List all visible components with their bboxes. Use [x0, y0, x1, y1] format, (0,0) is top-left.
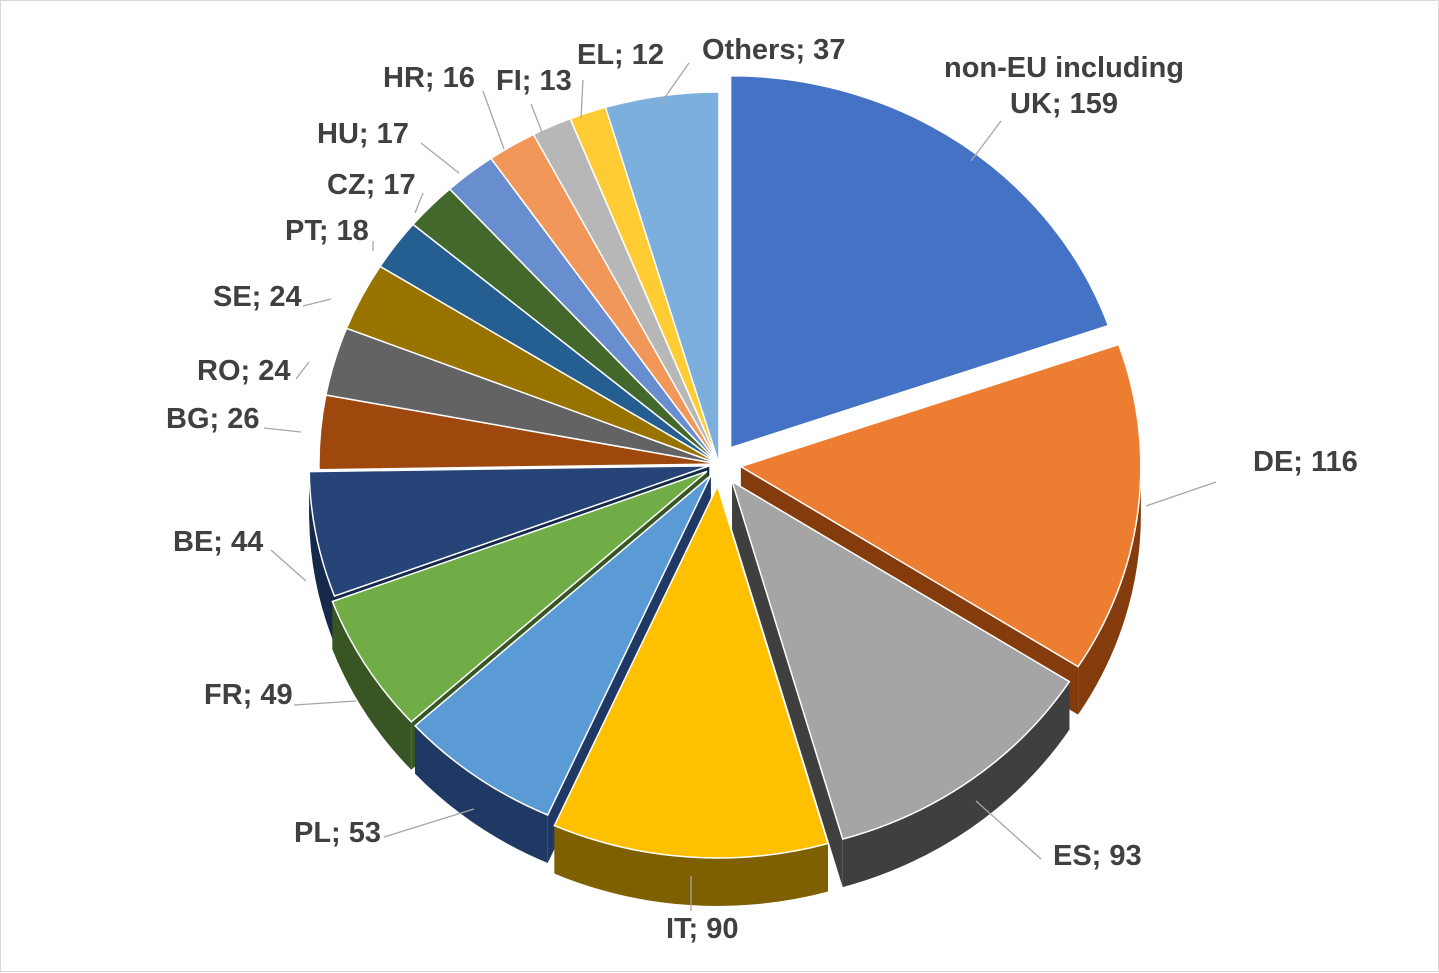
leader-line-pl: [384, 809, 474, 837]
leader-line-hr: [483, 91, 504, 149]
data-label-hr: HR; 16: [383, 62, 475, 94]
data-label-fr: FR; 49: [204, 679, 293, 711]
leader-line-fi: [531, 104, 542, 132]
leader-line-non-eu-including-uk: [971, 121, 1001, 161]
leader-line-el: [581, 80, 583, 118]
leader-line-fr: [294, 701, 356, 705]
pie-slice-tops: [309, 76, 1141, 858]
leader-line-hu: [421, 143, 459, 173]
data-label-ro: RO; 24: [197, 355, 290, 387]
leader-line-se: [303, 299, 331, 306]
data-label-de: DE; 116: [1253, 446, 1358, 478]
leader-line-ro: [296, 362, 309, 379]
leader-line-es: [976, 801, 1041, 859]
data-label-se: SE; 24: [213, 281, 302, 313]
leader-line-be: [271, 550, 306, 581]
data-label-pl: PL; 53: [294, 817, 381, 849]
data-label-it: IT; 90: [666, 913, 739, 945]
data-label-el: EL; 12: [577, 39, 664, 71]
data-label-others: Others; 37: [702, 34, 845, 66]
data-label-pt: PT; 18: [285, 215, 369, 247]
data-label-be: BE; 44: [173, 526, 263, 558]
data-label-non-eu-including-uk-line-2: UK; 159: [1010, 88, 1118, 120]
data-label-fi: FI; 13: [496, 65, 572, 97]
leader-line-bg: [264, 428, 301, 432]
data-label-bg: BG; 26: [166, 403, 259, 435]
data-label-cz: CZ; 17: [327, 169, 416, 201]
leader-line-de: [1146, 482, 1216, 506]
data-label-hu: HU; 17: [317, 118, 409, 150]
data-label-non-eu-including-uk-line-1: non-EU including: [944, 52, 1184, 84]
data-label-es: ES; 93: [1053, 840, 1142, 872]
leader-line-cz: [415, 193, 423, 213]
